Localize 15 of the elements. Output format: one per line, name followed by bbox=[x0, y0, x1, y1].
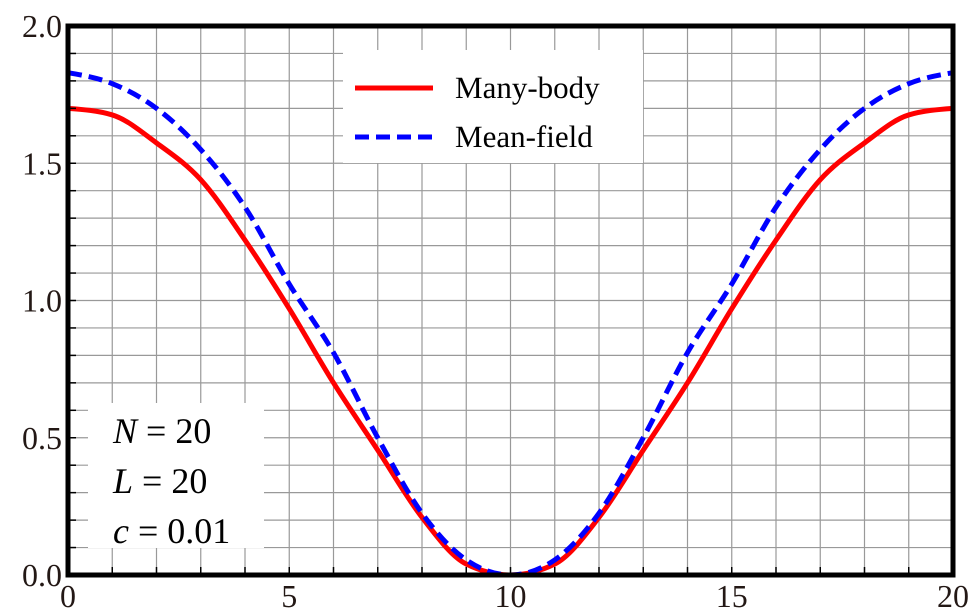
x-tick-label: 15 bbox=[716, 578, 748, 611]
legend-label: Many-body bbox=[455, 70, 600, 105]
annotation: c = 0.01 bbox=[113, 511, 230, 551]
y-tick-label: 0.5 bbox=[22, 420, 62, 456]
legend-label: Mean-field bbox=[455, 119, 594, 154]
x-tick-label: 0 bbox=[60, 578, 76, 611]
y-tick-label: 1.0 bbox=[22, 282, 62, 318]
y-tick-label: 0.0 bbox=[22, 557, 62, 593]
x-tick-label: 10 bbox=[494, 578, 526, 611]
y-tick-label: 1.5 bbox=[22, 145, 62, 182]
x-tick-label: 5 bbox=[281, 578, 298, 611]
annotation: N = 20 bbox=[112, 411, 212, 451]
annotation: L = 20 bbox=[112, 461, 208, 501]
y-tick-label: 2.0 bbox=[22, 8, 62, 44]
x-tick-label: 20 bbox=[937, 578, 969, 611]
